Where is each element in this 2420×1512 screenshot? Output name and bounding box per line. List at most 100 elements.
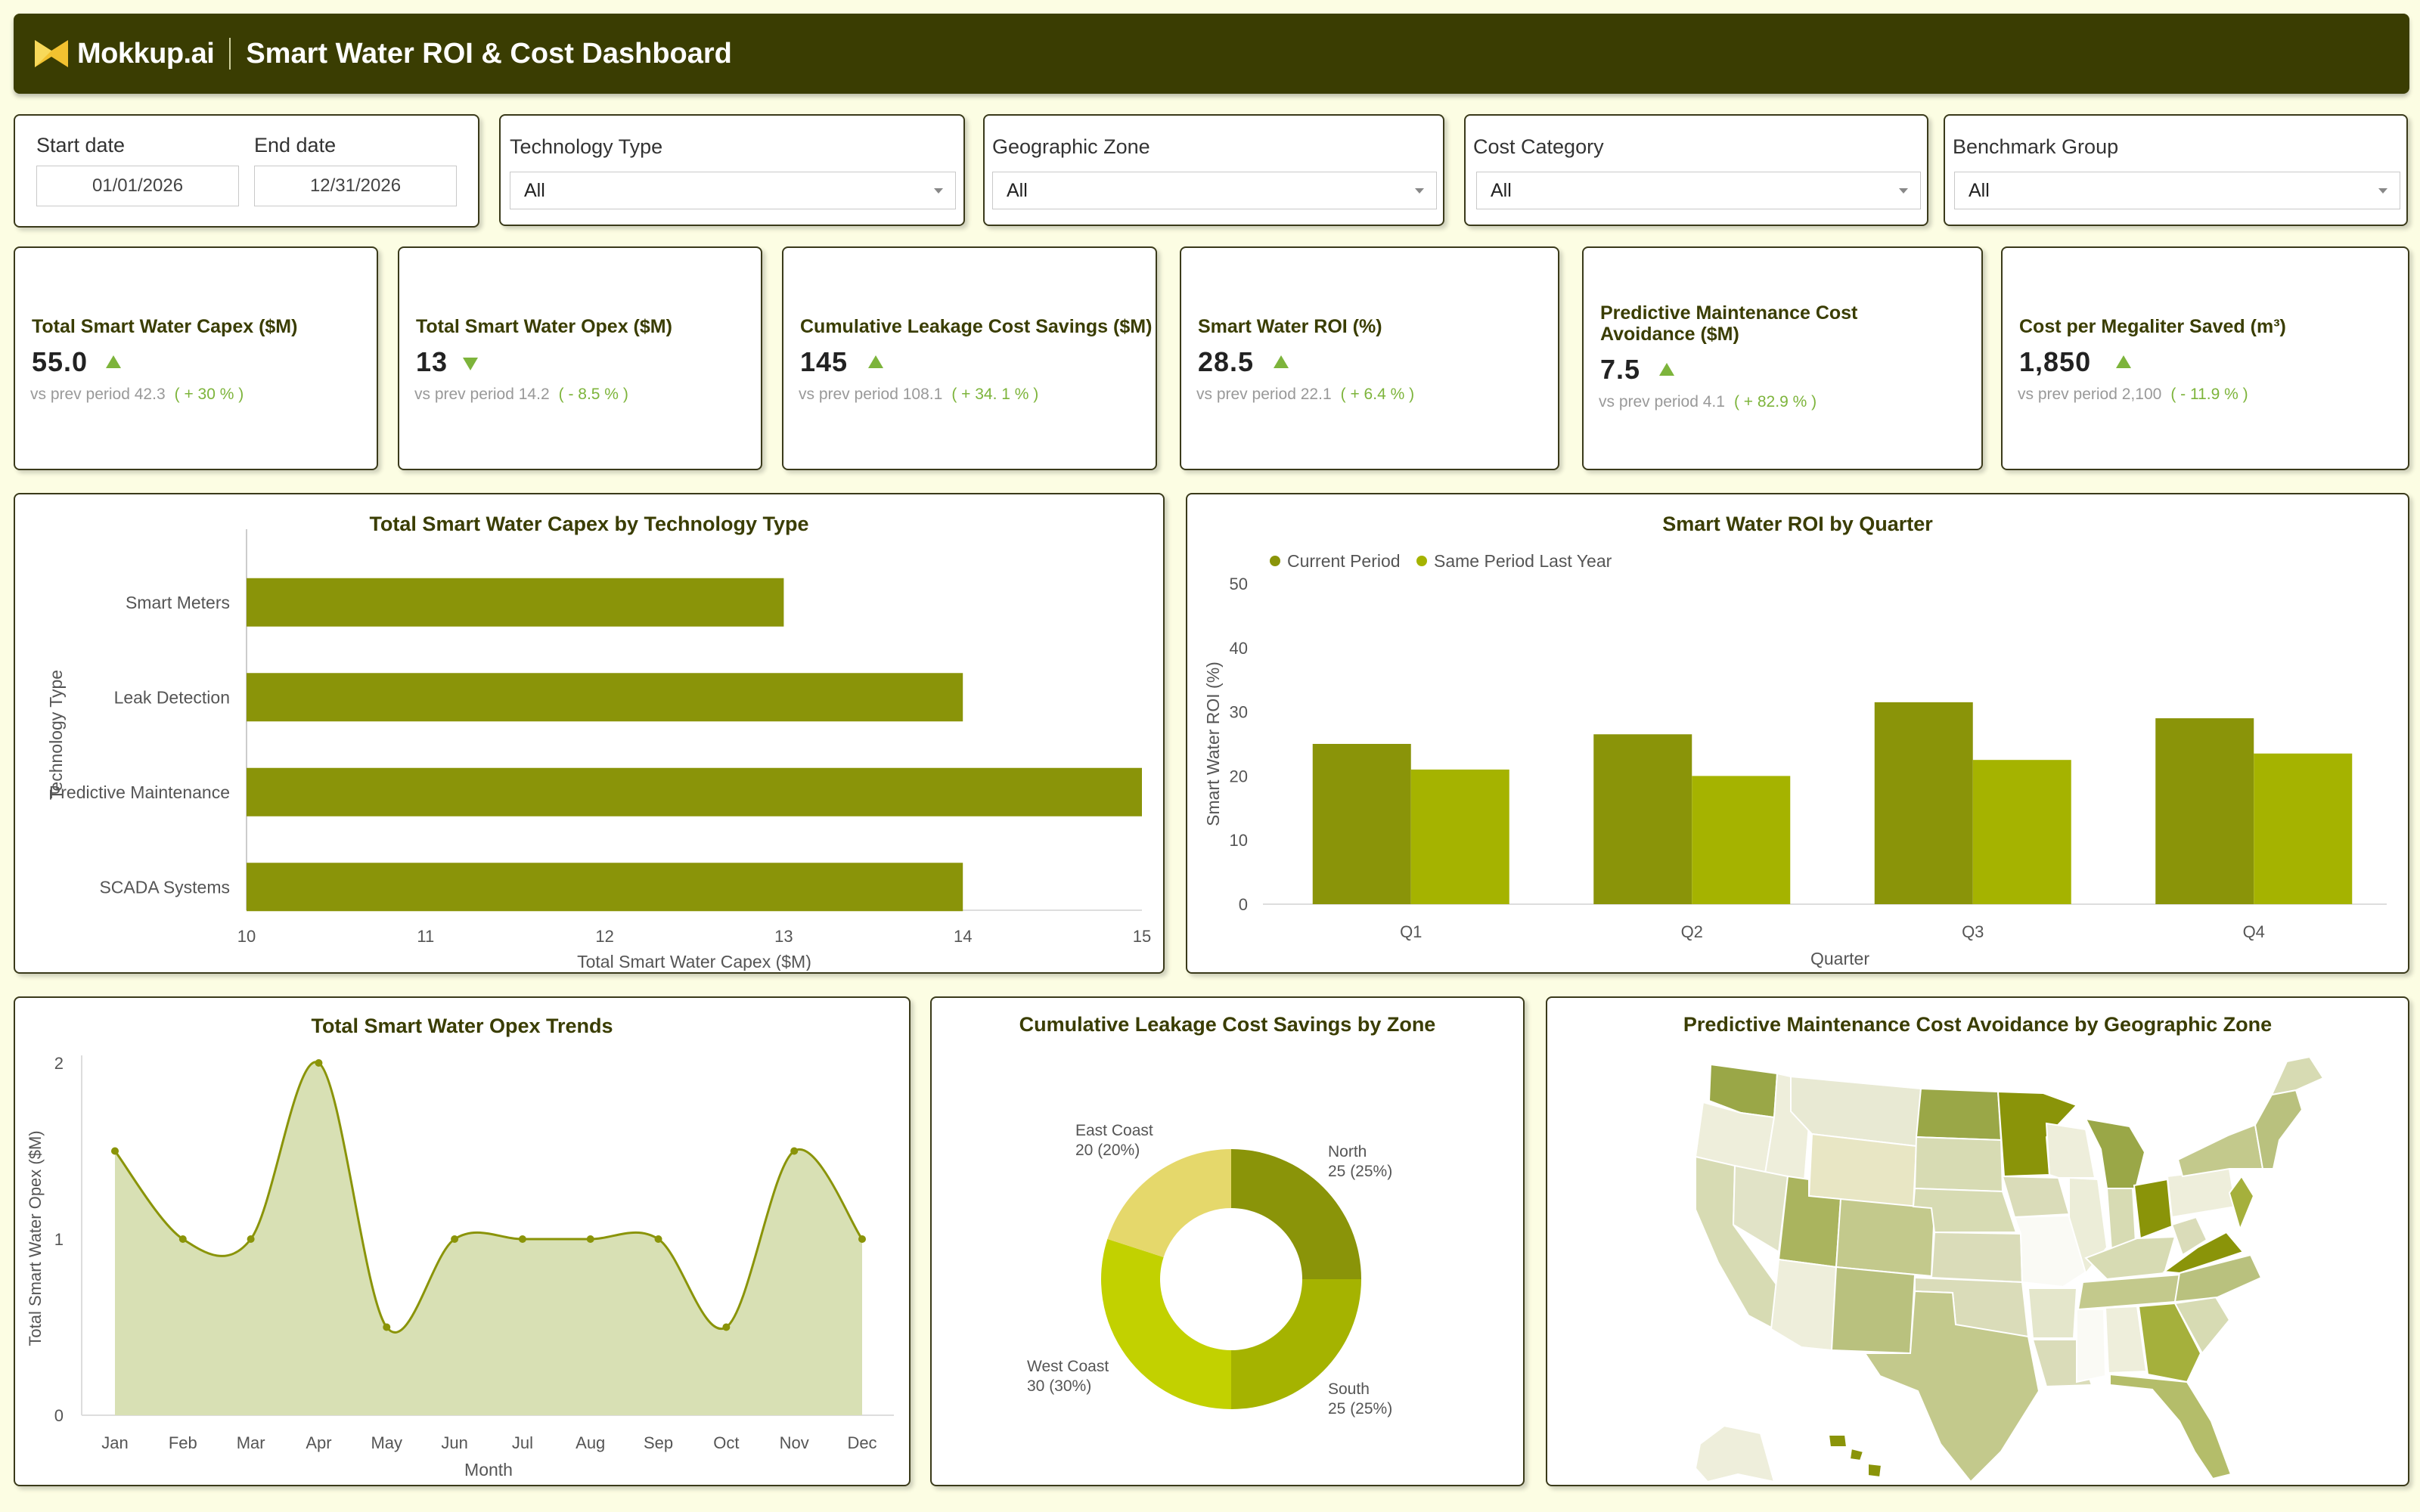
benchmark-group-select[interactable]: All [1954, 172, 2400, 209]
kpi-value: 7.5 [1600, 354, 1641, 385]
x-tick-label: 14 [954, 927, 972, 946]
trend-up-icon [1659, 363, 1674, 376]
map-state [2045, 1122, 2096, 1179]
kpi-card-maintenance-avoidance: Predictive Maintenance Cost Avoidance ($… [1582, 246, 1983, 470]
category-label: SCADA Systems [99, 877, 230, 897]
cost-category-value: All [1491, 180, 1512, 201]
map-state [2109, 1373, 2232, 1480]
kpi-value: 1,850 [2019, 346, 2092, 377]
x-tick-label: Q3 [1962, 922, 1984, 941]
y-axis-title: Technology Type [46, 670, 66, 800]
trend-up-icon [2116, 355, 2131, 368]
map-state [1930, 1231, 2024, 1284]
data-point [654, 1235, 662, 1243]
x-tick-label: Jul [512, 1433, 533, 1452]
x-tick-label: 15 [1133, 927, 1151, 946]
kpi-change: ( - 8.5 % ) [558, 386, 628, 403]
x-axis-title: Month [464, 1460, 513, 1479]
x-axis-title: Quarter [1810, 949, 1869, 968]
opex-area-chart: 0 1 2 Jan Feb Mar Apr May Jun Jul Aug Sep Oct Nov Dec M… [26, 1054, 894, 1479]
map-state [2137, 1302, 2202, 1383]
chevron-down-icon [1899, 188, 1908, 194]
x-tick-label: Apr [306, 1433, 331, 1452]
kpi-card-roi: Smart Water ROI (%) 28.5 vs prev period … [1180, 246, 1559, 470]
brand-name: Mokkup.ai [77, 37, 215, 70]
x-tick-label: Feb [169, 1433, 197, 1452]
bar [247, 578, 784, 627]
legend-marker [1270, 556, 1280, 566]
kpi-change: ( + 82.9 % ) [1733, 393, 1817, 411]
trend-down-icon [463, 358, 478, 370]
x-tick-label: 13 [774, 927, 793, 946]
category-label: Smart Meters [126, 593, 230, 612]
data-point [315, 1059, 323, 1067]
y-tick-label: 10 [1230, 831, 1248, 850]
y-tick-label: 30 [1230, 703, 1248, 722]
x-tick-label: Aug [576, 1433, 605, 1452]
bar [1972, 760, 2071, 904]
geographic-zone-filter: Geographic Zone All [983, 114, 1444, 226]
map-state [1867, 1462, 1883, 1479]
bar [247, 673, 963, 722]
benchmark-group-filter: Benchmark Group All [1944, 114, 2408, 226]
kpi-card-capex: Total Smart Water Capex ($M) 55.0 vs pre… [14, 246, 378, 470]
map-state [2166, 1167, 2237, 1219]
bar [1692, 776, 1791, 904]
x-tick-label: Q4 [2243, 922, 2265, 941]
x-axis-title: Total Smart Water Capex ($M) [577, 952, 811, 971]
geographic-zone-select[interactable]: All [992, 172, 1437, 209]
data-point [518, 1235, 526, 1243]
x-tick-label: May [371, 1433, 402, 1452]
mokkup-logo-icon [35, 40, 68, 67]
start-date-input[interactable]: 01/01/2026 [36, 166, 239, 206]
kpi-comparison: vs prev period 4.1( + 82.9 % ) [1599, 393, 1817, 411]
y-tick-label: 50 [1230, 575, 1248, 593]
map-state [1790, 1075, 1922, 1148]
technology-type-value: All [524, 180, 545, 201]
slice-value: 30 (30%) [1027, 1377, 1091, 1395]
slice-value: 25 (25%) [1328, 1163, 1392, 1180]
donut-slice [1101, 1238, 1231, 1409]
bar [1410, 769, 1509, 904]
map-state [1694, 1424, 1776, 1483]
data-point [722, 1323, 731, 1331]
data-point [178, 1235, 187, 1243]
map-state [1770, 1258, 1838, 1352]
bar [1312, 744, 1411, 904]
data-point [586, 1235, 594, 1243]
x-tick-label: Oct [713, 1433, 739, 1452]
area-fill [115, 1061, 862, 1415]
legend-label: Same Period Last Year [1434, 551, 1612, 571]
map-state [1835, 1198, 1936, 1278]
us-choropleth-map[interactable] [1547, 998, 2408, 1485]
technology-type-label: Technology Type [510, 135, 663, 158]
map-state [1848, 1447, 1865, 1462]
y-tick-label: 0 [1239, 895, 1248, 914]
bar [1593, 734, 1692, 904]
x-tick-label: 12 [595, 927, 613, 946]
data-point [247, 1235, 255, 1243]
slice-value: 25 (25%) [1328, 1400, 1392, 1418]
geographic-zone-label: Geographic Zone [992, 135, 1150, 158]
x-tick-label: Sep [644, 1433, 673, 1452]
kpi-comparison: vs prev period 2,100( - 11.9 % ) [2018, 386, 2248, 403]
end-date-label: End date [254, 134, 337, 156]
kpi-comparison: vs prev period 108.1( + 34. 1 % ) [799, 386, 1039, 403]
kpi-value: 55.0 [32, 346, 88, 377]
technology-type-select[interactable]: All [510, 172, 956, 209]
kpi-card-opex: Total Smart Water Opex ($M) 13 vs prev p… [398, 246, 762, 470]
map-state [2162, 1231, 2245, 1275]
chevron-down-icon [934, 188, 943, 194]
x-tick-label: Dec [847, 1433, 876, 1452]
kpi-value: 28.5 [1198, 346, 1255, 377]
benchmark-group-value: All [1969, 180, 1990, 201]
y-tick-label: 2 [54, 1054, 64, 1073]
dashboard-title: Smart Water ROI & Cost Dashboard [246, 37, 732, 70]
end-date-input[interactable]: 12/31/2026 [254, 166, 457, 206]
cost-category-select[interactable]: All [1476, 172, 1921, 209]
trend-up-icon [868, 355, 883, 368]
maintenance-avoidance-map: Predictive Maintenance Cost Avoidance by… [1546, 996, 2409, 1486]
chart-title: Smart Water ROI by Quarter [1662, 513, 1933, 535]
cost-category-filter: Cost Category All [1464, 114, 1928, 226]
donut-chart: North 25 (25%) South 25 (25%) West Coast 30 (… [1027, 1122, 1392, 1418]
